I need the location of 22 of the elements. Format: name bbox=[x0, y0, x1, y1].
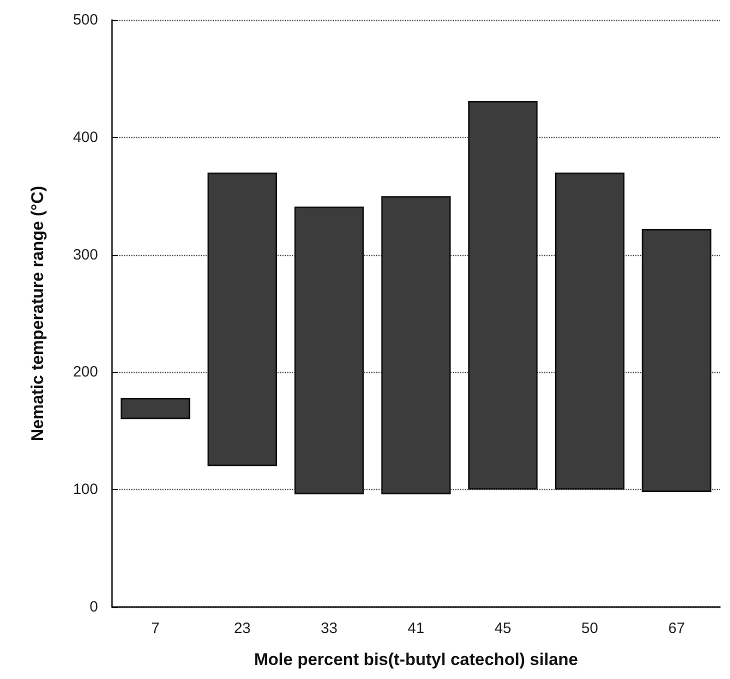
y-tick-label: 400 bbox=[72, 128, 98, 146]
y-axis-title: Nematic temperature range (°C) bbox=[28, 186, 47, 442]
bar bbox=[120, 398, 190, 420]
y-tick-label: 0 bbox=[90, 598, 98, 616]
x-tick-label: 67 bbox=[668, 620, 685, 637]
x-tick-label: 41 bbox=[408, 620, 424, 637]
y-tick-label: 500 bbox=[72, 12, 98, 28]
bar bbox=[381, 196, 451, 494]
x-tick-label: 7 bbox=[151, 620, 160, 637]
bar bbox=[468, 101, 538, 490]
bar bbox=[554, 172, 624, 490]
bar bbox=[642, 228, 712, 492]
x-tick-label: 45 bbox=[494, 620, 512, 637]
bar bbox=[208, 172, 278, 466]
y-tick-label: 300 bbox=[72, 246, 98, 264]
x-tick-label: 50 bbox=[581, 620, 598, 637]
y-tick-label: 200 bbox=[72, 364, 98, 381]
x-tick-label: 23 bbox=[234, 620, 251, 637]
x-axis-title: Mole percent bis(t-butyl catechol) silane bbox=[254, 650, 578, 669]
bar bbox=[294, 206, 364, 494]
y-tick-label: 100 bbox=[72, 481, 98, 498]
x-tick-label: 33 bbox=[320, 620, 338, 637]
